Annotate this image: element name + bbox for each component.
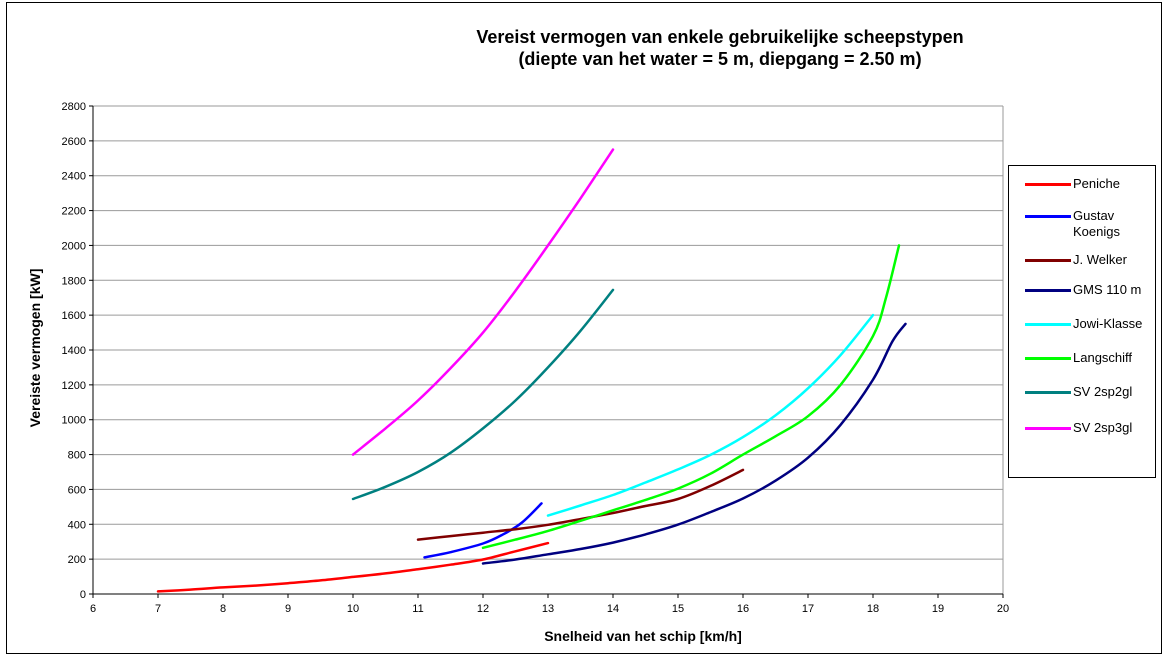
y-tick-label: 2600: [62, 136, 86, 148]
x-tick-label: 11: [412, 603, 423, 615]
legend-item: J. Welker: [1025, 252, 1153, 268]
legend-label: Peniche: [1073, 176, 1120, 191]
y-tick-label: 2800: [62, 101, 86, 113]
series-line-7: [351, 148, 615, 456]
y-tick-label: 1600: [62, 310, 86, 322]
legend-item: GMS 110 m: [1025, 282, 1153, 298]
x-tick-label: 6: [90, 603, 96, 615]
x-axis-label: Snelheid van het schip [km/h]: [544, 628, 742, 644]
y-tick-label: 2000: [62, 240, 86, 252]
x-tick-label: 18: [867, 603, 879, 615]
legend-label: SV 2sp2gl: [1073, 384, 1133, 399]
axes: [89, 105, 1004, 598]
y-tick-label: 1000: [62, 415, 86, 427]
series-line-2: [416, 468, 745, 541]
legend-label: GMS 110 m: [1073, 282, 1142, 297]
x-tick-label: 15: [672, 603, 684, 615]
legend-item: SV 2sp2gl: [1025, 384, 1153, 400]
legend-swatch: [1025, 183, 1071, 186]
legend-item: Gustav Koenigs: [1025, 208, 1153, 240]
x-tick-label: 14: [607, 603, 619, 615]
legend-item: Jowi-Klasse: [1025, 316, 1153, 332]
legend-label: SV 2sp3gl: [1073, 420, 1133, 435]
x-tick-label: 8: [220, 603, 226, 615]
y-tick-label: 2400: [62, 171, 86, 183]
series-line-4: [546, 313, 875, 517]
chart-subtitle: (diepte van het water = 5 m, diepgang = …: [518, 49, 922, 69]
x-tick-label: 16: [737, 603, 749, 615]
legend-swatch: [1025, 427, 1071, 430]
series-line-1: [423, 502, 543, 559]
legend-swatch: [1025, 323, 1071, 326]
x-tick-label: 10: [347, 603, 359, 615]
chart-title: Vereist vermogen van enkele gebruikelijk…: [476, 27, 964, 47]
series-line-0: [156, 541, 550, 593]
y-tick-label: 800: [68, 450, 86, 462]
y-tick-label: 1400: [62, 345, 86, 357]
legend-swatch: [1025, 215, 1071, 218]
x-tick-label: 13: [542, 603, 554, 615]
legend-swatch: [1025, 391, 1071, 394]
x-tick-label: 19: [932, 603, 944, 615]
legend-label: Langschiff: [1073, 350, 1133, 365]
x-tick-label: 7: [155, 603, 161, 615]
legend: Peniche Gustav Koenigs J. Welker GMS 110 m J…: [1008, 165, 1156, 478]
x-tick-label: 12: [477, 603, 489, 615]
chart-title-block: Vereist vermogen van enkele gebruikelijk…: [440, 26, 1000, 70]
y-tick-label: 2200: [62, 206, 86, 218]
legend-label: J. Welker: [1073, 252, 1127, 267]
legend-label: Jowi-Klasse: [1073, 316, 1143, 331]
x-tick-label: 9: [285, 603, 291, 615]
y-tick-label: 600: [68, 484, 86, 496]
y-axis-label: Vereiste vermogen [kW]: [27, 269, 43, 428]
legend-label: Gustav Koenigs: [1073, 208, 1120, 239]
series-line-6: [351, 288, 615, 501]
y-tick-label: 200: [68, 554, 86, 566]
series-line-3: [481, 322, 907, 565]
legend-swatch: [1025, 357, 1071, 360]
y-tick-label: 400: [68, 519, 86, 531]
legend-item: SV 2sp3gl: [1025, 420, 1153, 436]
gridlines: [93, 105, 1004, 594]
legend-swatch: [1025, 289, 1071, 292]
legend-item: Langschiff: [1025, 350, 1153, 366]
y-tick-label: 1200: [62, 380, 86, 392]
y-tick-label: 1800: [62, 275, 86, 287]
legend-swatch: [1025, 259, 1071, 262]
y-tick-label: 0: [80, 589, 86, 601]
x-tick-label: 17: [802, 603, 814, 615]
x-tick-label: 20: [997, 603, 1009, 615]
y-tick-labels: 0 200 400 600 800 1000 1200 1400 1600 1800 2000 220…: [62, 101, 86, 601]
legend-item: Peniche: [1025, 176, 1153, 192]
x-tick-labels: 6 7 8 9 10 11 12 13 14 15 16 17 18 19 20: [90, 603, 1009, 615]
series-line-5: [481, 244, 901, 550]
series-lines: [156, 148, 907, 593]
